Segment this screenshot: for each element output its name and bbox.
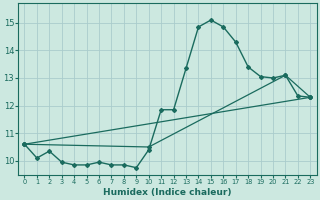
X-axis label: Humidex (Indice chaleur): Humidex (Indice chaleur)	[103, 188, 232, 197]
